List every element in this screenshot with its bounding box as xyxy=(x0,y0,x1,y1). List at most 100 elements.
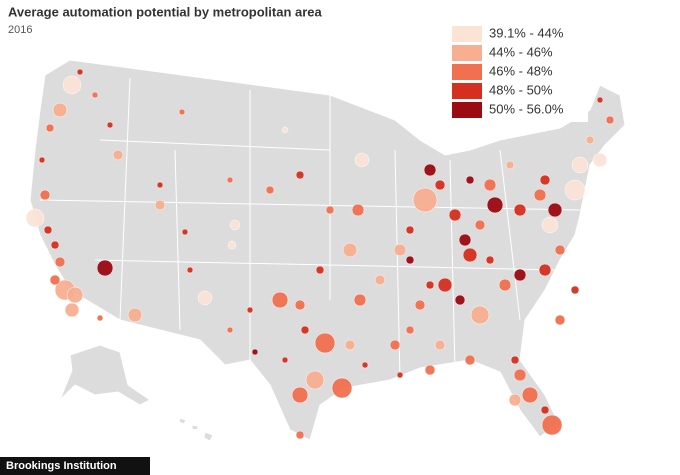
metro-dot xyxy=(424,364,436,376)
metro-dot xyxy=(246,306,254,314)
metro-dot xyxy=(510,355,520,365)
metro-dot xyxy=(106,121,114,129)
legend-swatch xyxy=(452,64,482,80)
metro-dots xyxy=(25,68,615,440)
metro-dot xyxy=(227,240,237,250)
legend-swatch xyxy=(452,83,482,99)
metro-dot xyxy=(474,219,486,231)
metro-dot xyxy=(295,430,305,440)
metro-dot xyxy=(389,339,401,351)
metro-dot xyxy=(458,233,472,247)
metro-dot xyxy=(405,225,415,235)
metro-dot xyxy=(156,181,164,189)
metro-dot xyxy=(412,187,438,213)
metro-dot xyxy=(353,293,367,307)
metro-dot xyxy=(547,202,563,218)
metro-dot xyxy=(513,268,527,282)
metro-dot xyxy=(554,244,566,256)
metro-dot xyxy=(483,178,497,192)
metro-dot xyxy=(96,314,104,322)
metro-dot xyxy=(265,185,275,195)
source: Brookings Institution xyxy=(6,460,117,472)
legend-label: 46% - 48% xyxy=(489,63,553,78)
metro-dot xyxy=(49,274,61,286)
metro-dot xyxy=(464,354,476,366)
metro-dot xyxy=(314,332,336,354)
metro-dot xyxy=(539,174,551,186)
metro-dot xyxy=(393,243,407,257)
metro-dot xyxy=(50,240,60,250)
map-title: Average automation potential by metropol… xyxy=(8,4,323,19)
metro-dot xyxy=(281,126,289,134)
metro-dot xyxy=(64,302,80,318)
metro-dot xyxy=(434,179,446,191)
metro-dot xyxy=(434,339,446,351)
metro-dot xyxy=(540,405,550,415)
legend-label: 48% - 50% xyxy=(489,82,553,97)
metro-dot xyxy=(291,386,309,404)
metro-dot xyxy=(538,263,552,277)
metro-dot xyxy=(271,291,289,309)
metro-dot xyxy=(38,156,46,164)
metro-dot xyxy=(96,259,114,277)
metro-dot xyxy=(596,96,604,104)
legend-label: 39.1% - 44% xyxy=(489,25,564,40)
metro-dot xyxy=(508,393,522,407)
metro-dot xyxy=(462,247,478,263)
metro-dot xyxy=(154,199,166,211)
metro-dot xyxy=(605,115,615,125)
metro-dot xyxy=(43,225,53,235)
source-bar xyxy=(0,457,150,475)
metro-dot xyxy=(592,152,608,168)
metro-dot xyxy=(454,294,466,306)
metro-dot xyxy=(437,277,453,293)
metro-dot xyxy=(533,188,547,202)
metro-dot xyxy=(498,278,512,292)
metro-dot xyxy=(486,196,504,214)
legend-label: 50% - 56.0% xyxy=(489,101,564,116)
metro-dot xyxy=(351,203,365,217)
metro-dot xyxy=(405,255,415,265)
metro-dot xyxy=(354,152,370,168)
state-borders xyxy=(39,77,581,381)
metro-dot xyxy=(374,274,386,286)
metro-dot xyxy=(25,208,45,228)
metro-dot xyxy=(197,290,213,306)
metro-dot xyxy=(52,102,68,118)
metro-dot xyxy=(305,370,325,390)
legend: 39.1% - 44% 44% - 46% 46% - 48% 48% - 50% 50… xyxy=(448,22,588,122)
metro-dot xyxy=(541,216,559,234)
metro-dot xyxy=(361,361,369,369)
metro-dot xyxy=(423,163,437,177)
metro-dot xyxy=(45,123,55,133)
contiguous-us xyxy=(29,59,626,441)
metro-dot xyxy=(342,242,358,258)
map-subtitle: 2016 xyxy=(8,24,32,36)
metro-dot xyxy=(300,325,310,335)
hawaii xyxy=(178,417,214,442)
metro-dot xyxy=(521,386,539,404)
metro-dot xyxy=(226,176,234,184)
metro-dot xyxy=(405,325,415,335)
legend-swatch xyxy=(452,45,482,61)
metro-dot xyxy=(505,160,515,170)
metro-dot xyxy=(62,75,82,95)
metro-dot xyxy=(465,175,475,185)
metro-dot xyxy=(281,356,289,364)
metro-dot xyxy=(541,414,563,436)
metro-dot xyxy=(470,305,490,325)
legend-swatch xyxy=(452,26,482,42)
metro-dot xyxy=(229,219,241,231)
metro-dot xyxy=(414,299,426,311)
metro-dot xyxy=(331,377,353,399)
metro-dot xyxy=(39,189,51,201)
metro-dot xyxy=(513,368,527,382)
metro-dot xyxy=(251,348,259,356)
legend-label: 44% - 46% xyxy=(489,44,553,59)
us-map xyxy=(29,59,626,442)
metro-dot xyxy=(448,208,462,222)
metro-dot xyxy=(344,339,356,351)
legend-swatch xyxy=(452,102,482,118)
metro-dot xyxy=(554,314,566,326)
metro-dot xyxy=(325,205,335,215)
